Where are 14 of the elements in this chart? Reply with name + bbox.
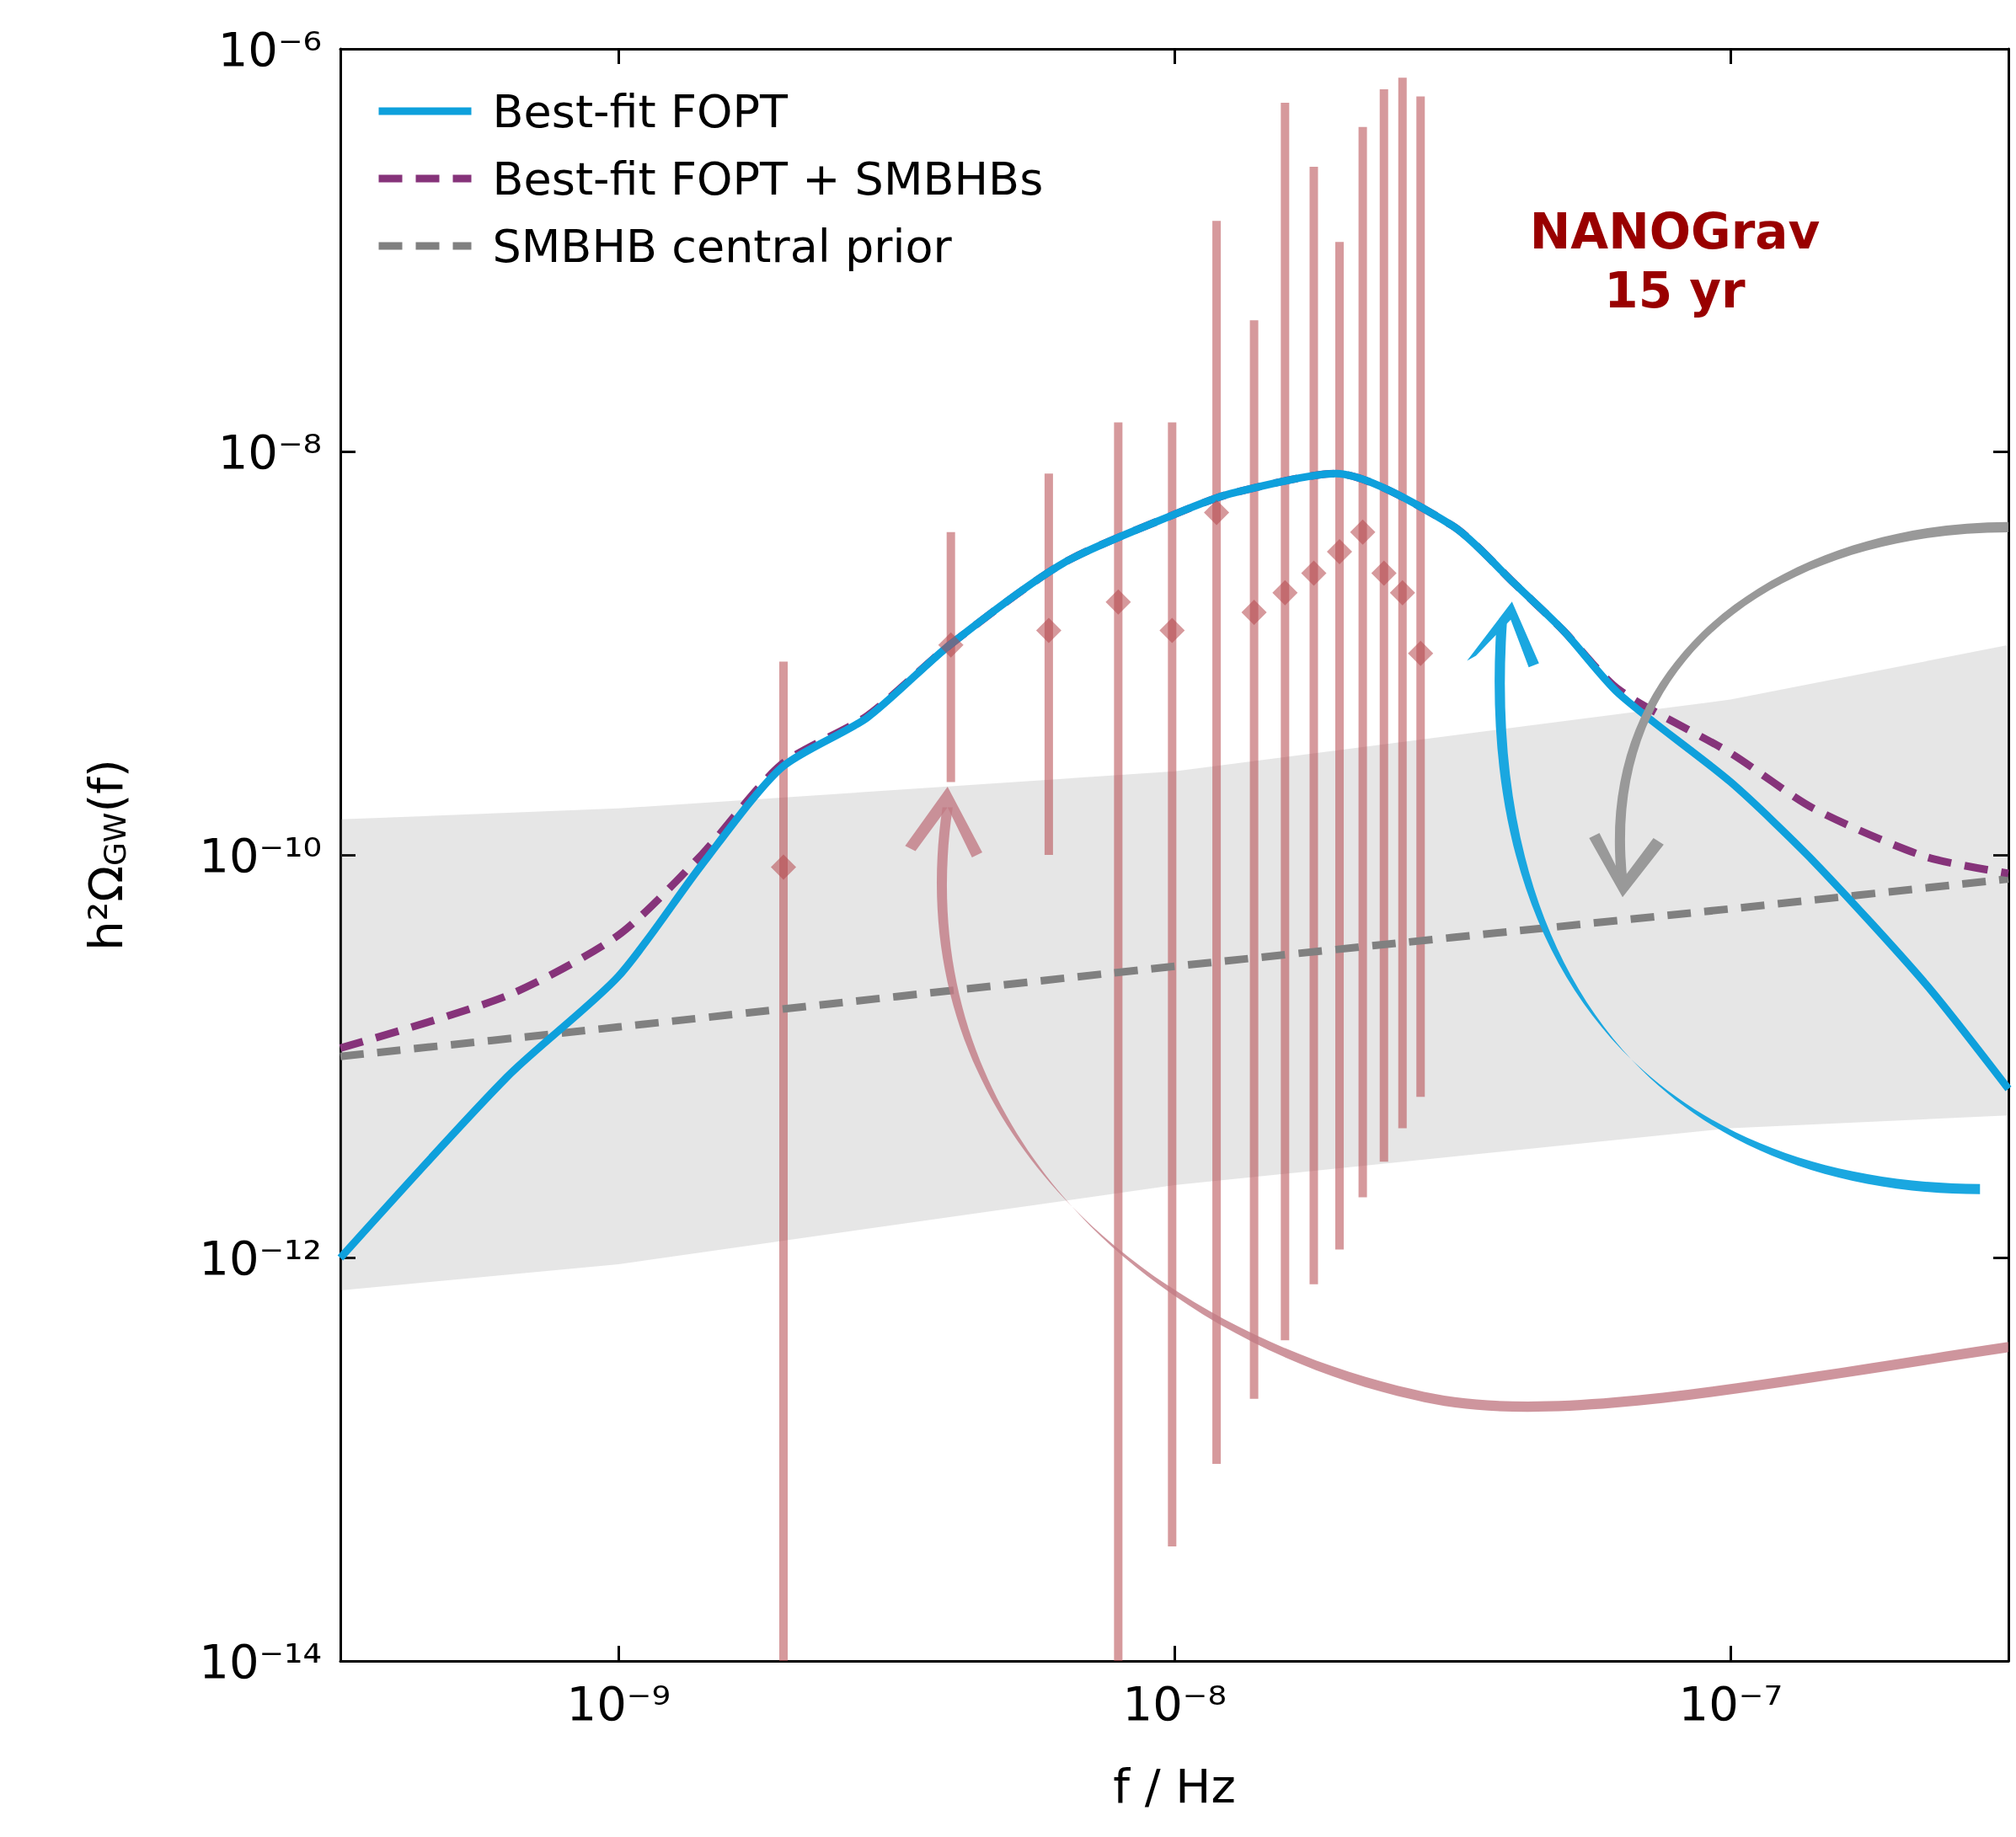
y-axis-title: h²ΩGW(f) [78, 759, 133, 951]
legend-label: SMBHB central prior [492, 219, 953, 273]
y-tick-label: 10⁻¹⁰ [199, 827, 322, 883]
x-tick-label: 10⁻⁸ [1122, 1675, 1227, 1731]
x-tick-label: 10⁻⁹ [566, 1675, 671, 1731]
y-tick-label: 10⁻⁸ [217, 425, 322, 479]
y-tick-label: 10⁻¹² [199, 1231, 322, 1285]
legend-label: Best-fit FOPT + SMBHBs [492, 152, 1044, 206]
x-axis-title: f / Hz [1113, 1758, 1236, 1813]
y-tick-label: 10⁻⁶ [217, 21, 322, 77]
legend-label: Best-fit FOPT [492, 84, 789, 138]
y-tick-label: 10⁻¹⁴ [199, 1633, 322, 1689]
x-tick-label: 10⁻⁷ [1678, 1675, 1783, 1731]
annotation: NANOGrav 15 yr [1529, 203, 1821, 319]
